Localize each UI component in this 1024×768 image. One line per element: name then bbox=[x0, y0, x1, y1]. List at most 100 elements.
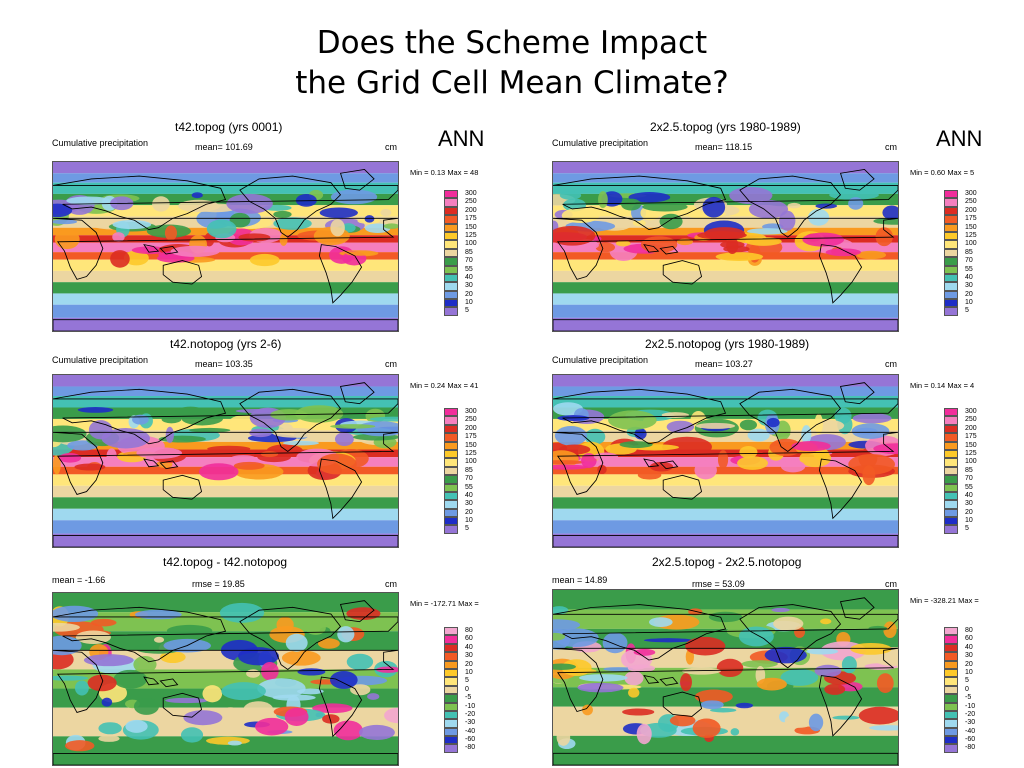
legend-entry: 30 bbox=[444, 282, 499, 291]
legend-entry: -40 bbox=[444, 727, 499, 737]
coastline bbox=[162, 474, 203, 500]
precip-blob bbox=[243, 701, 274, 719]
legend-label: 20 bbox=[965, 508, 973, 516]
legend-label: 40 bbox=[965, 491, 973, 499]
legend-entry: 80 bbox=[444, 627, 499, 636]
precip-blob bbox=[74, 680, 89, 696]
precip-blob bbox=[358, 724, 395, 740]
precip-blob bbox=[628, 687, 640, 698]
legend-swatch bbox=[944, 525, 958, 534]
coastline bbox=[53, 649, 398, 713]
min-max-label: Min = 0.14 Max = 4 bbox=[910, 381, 975, 390]
precip-blob bbox=[624, 671, 644, 686]
legend-entry: -30 bbox=[944, 719, 999, 728]
precip-band bbox=[53, 270, 398, 283]
precip-blob bbox=[164, 225, 177, 241]
legend-swatch bbox=[444, 475, 458, 484]
precip-blob bbox=[53, 605, 99, 623]
precip-blob bbox=[132, 414, 149, 425]
legend-label: 20 bbox=[465, 508, 473, 516]
legend-label: 200 bbox=[965, 424, 977, 432]
legend-label: 30 bbox=[965, 652, 973, 660]
legend-entry: -80 bbox=[444, 744, 499, 753]
slide-title-line-1: Does the Scheme Impact bbox=[316, 25, 708, 61]
legend-entry: 175 bbox=[444, 215, 499, 224]
legend-entry: 10 bbox=[944, 517, 999, 526]
legend-entry: 250 bbox=[944, 416, 999, 425]
legend-swatch bbox=[944, 727, 958, 737]
legend-entry: 175 bbox=[944, 215, 999, 224]
precip-blob bbox=[700, 700, 724, 710]
precip-blob bbox=[54, 229, 80, 250]
legend-label: 40 bbox=[465, 491, 473, 499]
legend-swatch bbox=[444, 248, 458, 258]
legend-label: 125 bbox=[465, 231, 477, 239]
legend-label: 300 bbox=[465, 190, 477, 197]
legend-entry: -10 bbox=[944, 702, 999, 711]
legend-swatch bbox=[944, 416, 958, 425]
legend-entry: -10 bbox=[444, 702, 499, 711]
precip-blob bbox=[133, 697, 159, 715]
precip-band bbox=[53, 293, 398, 305]
legend-swatch bbox=[944, 265, 958, 274]
legend-entry: 200 bbox=[444, 206, 499, 216]
precip-blob bbox=[716, 658, 744, 678]
precip-blob bbox=[780, 460, 806, 473]
precip-blob bbox=[735, 702, 754, 709]
legend-entry: 40 bbox=[444, 643, 499, 653]
legend-label: -20 bbox=[465, 710, 476, 718]
legend-swatch bbox=[944, 433, 958, 442]
precip-blob bbox=[249, 428, 273, 438]
legend-label: 100 bbox=[465, 240, 477, 248]
precip-blob bbox=[739, 419, 758, 431]
precip-blob bbox=[729, 186, 773, 205]
precip-blob bbox=[333, 720, 363, 741]
coastline bbox=[53, 388, 398, 445]
precip-blob bbox=[662, 436, 712, 457]
legend-label: 85 bbox=[965, 248, 973, 256]
precip-blob bbox=[553, 632, 566, 641]
legend-entry: 10 bbox=[444, 517, 499, 526]
legend-entry: 175 bbox=[944, 433, 999, 442]
legend-label: 30 bbox=[965, 500, 973, 508]
legend-label: -30 bbox=[465, 719, 476, 727]
precip-blob bbox=[780, 668, 819, 686]
precip-band bbox=[553, 396, 898, 408]
legend-label: -10 bbox=[465, 702, 476, 710]
precip-blob bbox=[112, 220, 152, 230]
panel-mean-label: mean = -1.66 bbox=[52, 575, 106, 585]
legend-swatch bbox=[444, 702, 458, 711]
precip-blob bbox=[808, 713, 824, 732]
legend-entry: 60 bbox=[444, 635, 499, 644]
coastline bbox=[239, 175, 342, 238]
coastline bbox=[53, 431, 398, 495]
precip-blob bbox=[246, 669, 261, 678]
panel-title: 2x2.5.topog (yrs 1980-1989) bbox=[650, 120, 801, 134]
precip-band bbox=[53, 375, 398, 387]
precip-blob bbox=[221, 682, 266, 701]
panel-unit-label: cm bbox=[885, 359, 897, 369]
min-max-label: Min = -328.21 Max = bbox=[910, 596, 979, 605]
legend-entry: 5 bbox=[444, 307, 499, 316]
legend-label: 5 bbox=[465, 525, 469, 533]
precip-blob bbox=[773, 616, 804, 631]
precip-band bbox=[553, 282, 898, 294]
precip-blob bbox=[666, 420, 695, 433]
legend-label: 150 bbox=[965, 223, 977, 231]
precip-blob bbox=[748, 199, 789, 219]
precip-blob bbox=[633, 648, 656, 656]
legend-label: 0 bbox=[965, 685, 969, 693]
legend-label: 250 bbox=[465, 198, 477, 206]
precip-band bbox=[53, 520, 398, 534]
color-legend: 300 250 200 175 150 125 100 85 70 55 40 30 20 10 5 bbox=[444, 190, 499, 316]
precip-blob bbox=[181, 411, 224, 426]
legend-label: 250 bbox=[465, 416, 477, 424]
precip-blob bbox=[166, 624, 213, 637]
precip-band bbox=[553, 466, 898, 475]
legend-entry: 55 bbox=[444, 483, 499, 492]
legend-label: 100 bbox=[965, 240, 977, 248]
legend-swatch bbox=[444, 265, 458, 274]
precip-blob bbox=[161, 415, 182, 424]
legend-label: -80 bbox=[465, 744, 476, 752]
precip-blob bbox=[257, 678, 306, 699]
